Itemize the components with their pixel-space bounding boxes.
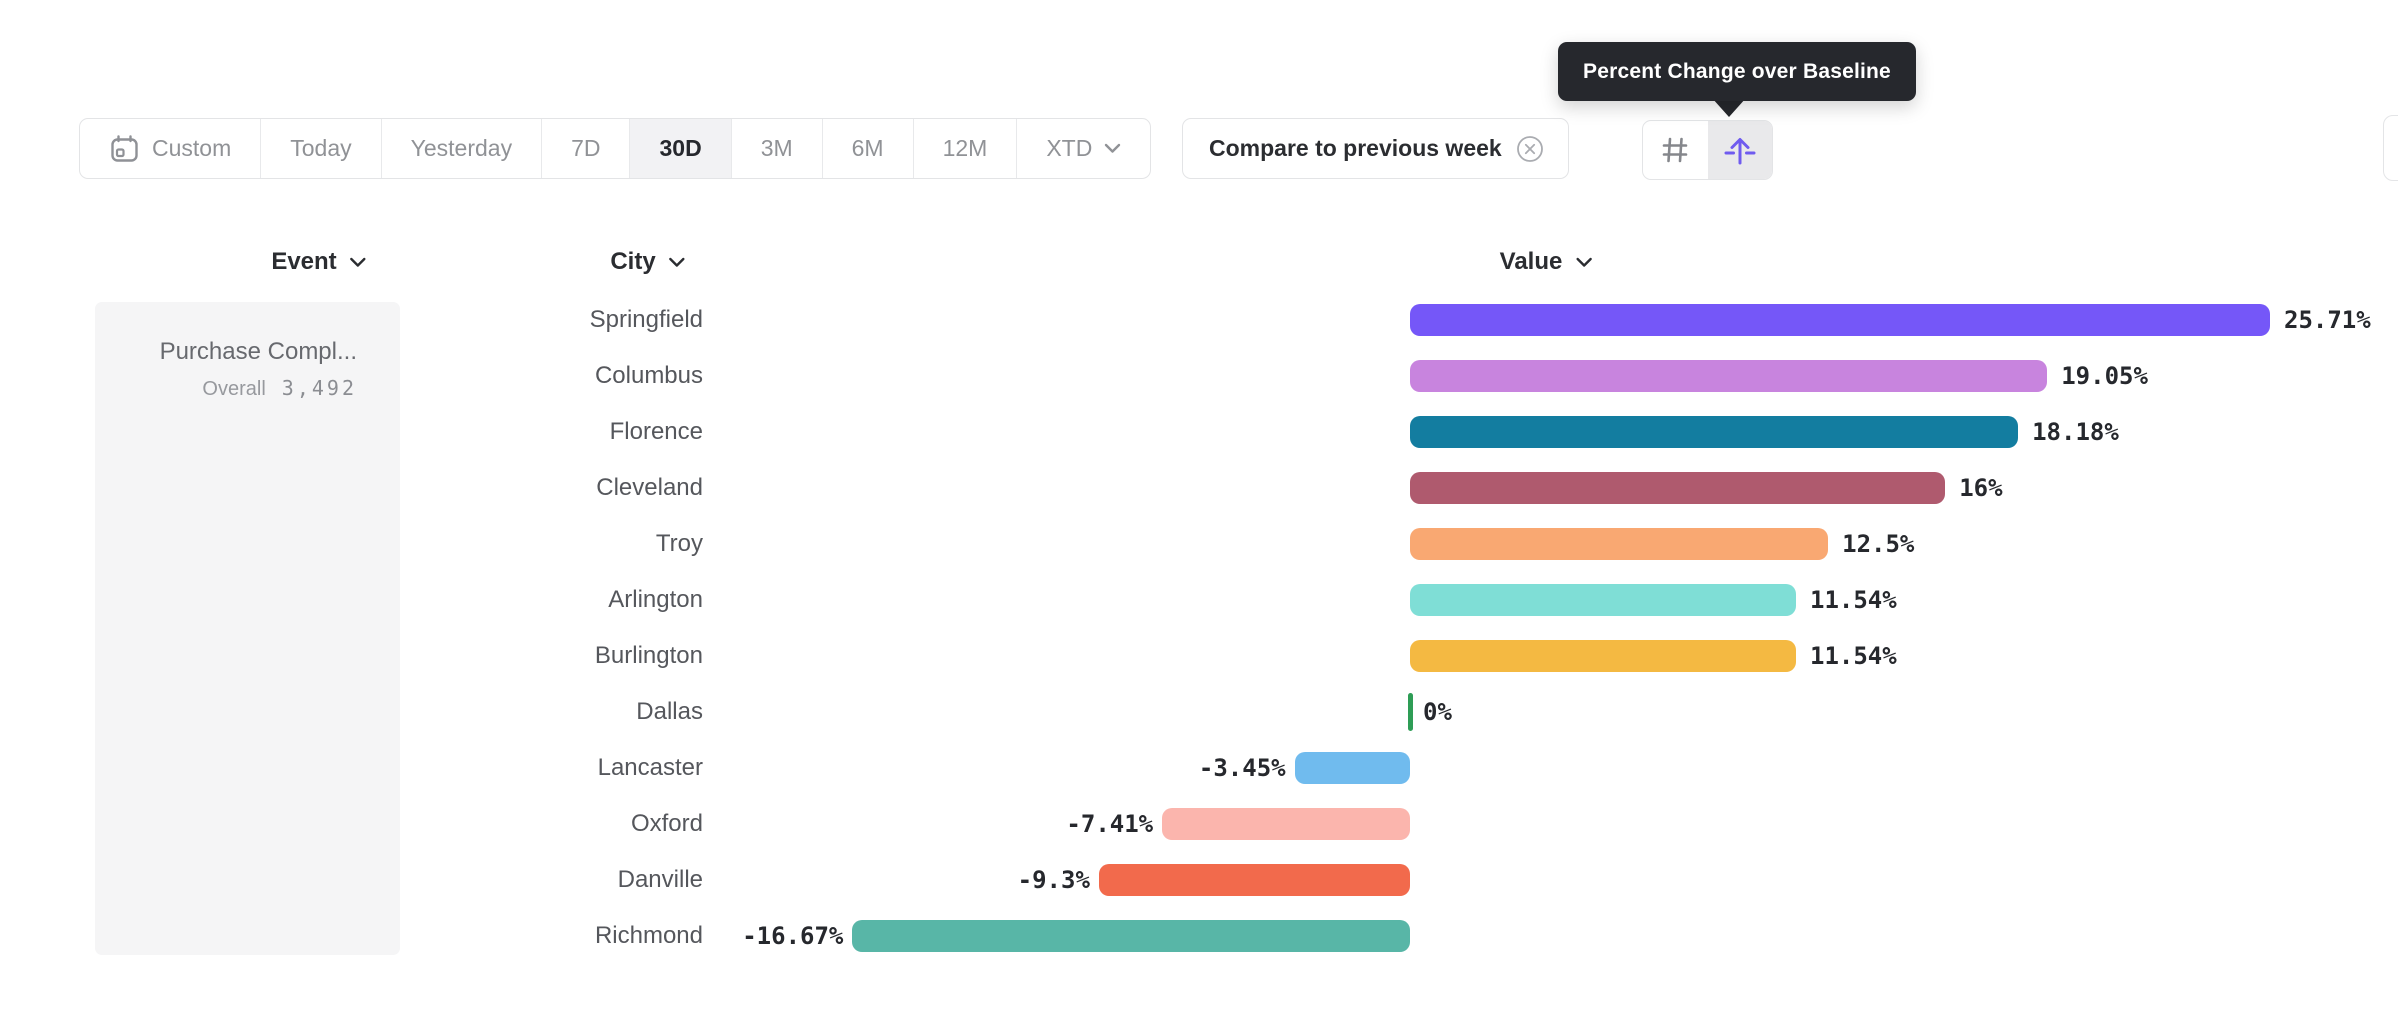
city-label: Troy: [655, 530, 703, 557]
hash-grid-icon: [1658, 133, 1692, 167]
value-bar[interactable]: [852, 920, 1410, 952]
value-bar[interactable]: [1410, 416, 2019, 448]
value-label: -7.41%: [1066, 810, 1154, 838]
city-label: Springfield: [589, 306, 703, 333]
event-title: Purchase Compl...: [159, 338, 357, 365]
close-circle-icon[interactable]: [1516, 135, 1544, 163]
date-range-toolbar: Custom Today Yesterday 7D 30D 3M 6M 12M XTD: [79, 118, 1152, 179]
date-range-12m[interactable]: 12M: [912, 119, 1017, 178]
event-overall: Overall 3,492: [202, 376, 357, 401]
date-range-label: Yesterday: [410, 135, 513, 161]
grid-view-button[interactable]: [1643, 121, 1708, 179]
arrow-up-baseline-icon: [1722, 132, 1758, 168]
chevron-down-icon: [350, 257, 366, 267]
zero-tick-bar[interactable]: [1408, 693, 1413, 731]
chart-row: Richmond -16.67%: [0, 908, 2398, 964]
value-bar[interactable]: [1410, 304, 2270, 336]
chart-row: Arlington 11.54%: [0, 572, 2398, 628]
compare-to-previous-week-button[interactable]: Compare to previous week: [1182, 118, 1569, 179]
date-range-6m[interactable]: 6M: [821, 119, 913, 178]
chart-row: Florence 18.18%: [0, 404, 2398, 460]
chevron-down-icon: [1104, 143, 1121, 154]
calendar-icon: [109, 133, 140, 164]
tooltip-caret: [1712, 98, 1746, 117]
chart-row: Lancaster -3.45%: [0, 740, 2398, 796]
overall-label: Overall: [202, 378, 266, 400]
date-range-yesterday[interactable]: Yesterday: [380, 119, 541, 178]
city-label: Oxford: [630, 810, 703, 837]
value-header-label: Value: [1499, 248, 1563, 275]
chart-row: Danville -9.3%: [0, 852, 2398, 908]
value-bar[interactable]: [1294, 752, 1410, 784]
city-label: Florence: [609, 418, 703, 445]
value-bar[interactable]: [1410, 528, 1829, 560]
value-label: 11.54%: [1810, 586, 1897, 614]
chart-row: Cleveland 16%: [0, 460, 2398, 516]
date-range-7d[interactable]: 7D: [541, 119, 629, 178]
date-range-label: XTD: [1046, 135, 1093, 161]
clipped-button[interactable]: [2383, 115, 2398, 181]
chart-view-toggle: [1642, 120, 1773, 180]
city-label: Cleveland: [596, 474, 703, 501]
date-range-xtd[interactable]: XTD: [1016, 119, 1150, 178]
chart-row: Burlington 11.54%: [0, 628, 2398, 684]
date-range-3m[interactable]: 3M: [730, 119, 822, 178]
overall-value: 3,492: [281, 376, 357, 400]
date-range-label: 30D: [659, 135, 702, 161]
chevron-down-icon: [669, 257, 685, 267]
date-range-label: 6M: [851, 135, 884, 161]
value-label: -16.67%: [742, 922, 844, 950]
chart-row: Oxford -7.41%: [0, 796, 2398, 852]
date-range-label: 3M: [760, 135, 793, 161]
value-label: -9.3%: [1017, 866, 1090, 894]
value-label: 25.71%: [2284, 306, 2371, 334]
value-bar[interactable]: [1410, 584, 1796, 616]
value-label: 0%: [1423, 698, 1452, 726]
value-bar[interactable]: [1410, 360, 2048, 392]
city-label: Columbus: [594, 362, 703, 389]
tooltip-text: Percent Change over Baseline: [1583, 59, 1891, 83]
chart-row: Columbus 19.05%: [0, 348, 2398, 404]
value-label: 12.5%: [1842, 530, 1915, 558]
date-range-label: 12M: [942, 135, 988, 161]
value-label: -3.45%: [1198, 754, 1286, 782]
chart-row: Springfield 25.71%: [0, 292, 2398, 348]
column-header-value[interactable]: Value: [1500, 248, 1593, 276]
date-range-label: Custom: [152, 135, 232, 161]
city-label: Lancaster: [597, 754, 703, 781]
city-label: Dallas: [636, 698, 703, 725]
value-label: 11.54%: [1810, 642, 1897, 670]
date-range-30d[interactable]: 30D: [629, 119, 731, 178]
tooltip-percent-change: Percent Change over Baseline: [1558, 42, 1916, 101]
value-bar[interactable]: [1162, 808, 1410, 840]
value-bar[interactable]: [1098, 864, 1410, 896]
value-bar[interactable]: [1410, 640, 1796, 672]
column-header-city[interactable]: City: [610, 248, 685, 276]
value-label: 16%: [1959, 474, 2003, 502]
value-bar[interactable]: [1410, 472, 1946, 504]
date-range-label: Today: [290, 135, 352, 161]
value-label: 19.05%: [2061, 362, 2148, 390]
compare-label: Compare to previous week: [1209, 135, 1502, 161]
city-label: Arlington: [608, 586, 703, 613]
chart-row: Troy 12.5%: [0, 516, 2398, 572]
chevron-down-icon: [1576, 257, 1592, 267]
date-range-today[interactable]: Today: [260, 119, 380, 178]
date-range-label: 7D: [571, 135, 601, 161]
column-header-event[interactable]: Event: [271, 248, 366, 276]
bar-chart: Springfield 25.71% Columbus 19.05% Florence 1…: [0, 292, 2398, 964]
percent-change-view-button[interactable]: [1707, 121, 1772, 179]
value-label: 18.18%: [2032, 418, 2119, 446]
city-header-label: City: [610, 248, 656, 275]
city-label: Danville: [617, 866, 703, 893]
city-label: Burlington: [594, 642, 703, 669]
event-header-label: Event: [271, 248, 337, 275]
chart-row: Dallas 0%: [0, 684, 2398, 740]
date-range-custom[interactable]: Custom: [80, 119, 260, 178]
city-label: Richmond: [594, 922, 703, 949]
event-card-purchase-complete[interactable]: Purchase Compl... Overall 3,492: [95, 302, 400, 955]
